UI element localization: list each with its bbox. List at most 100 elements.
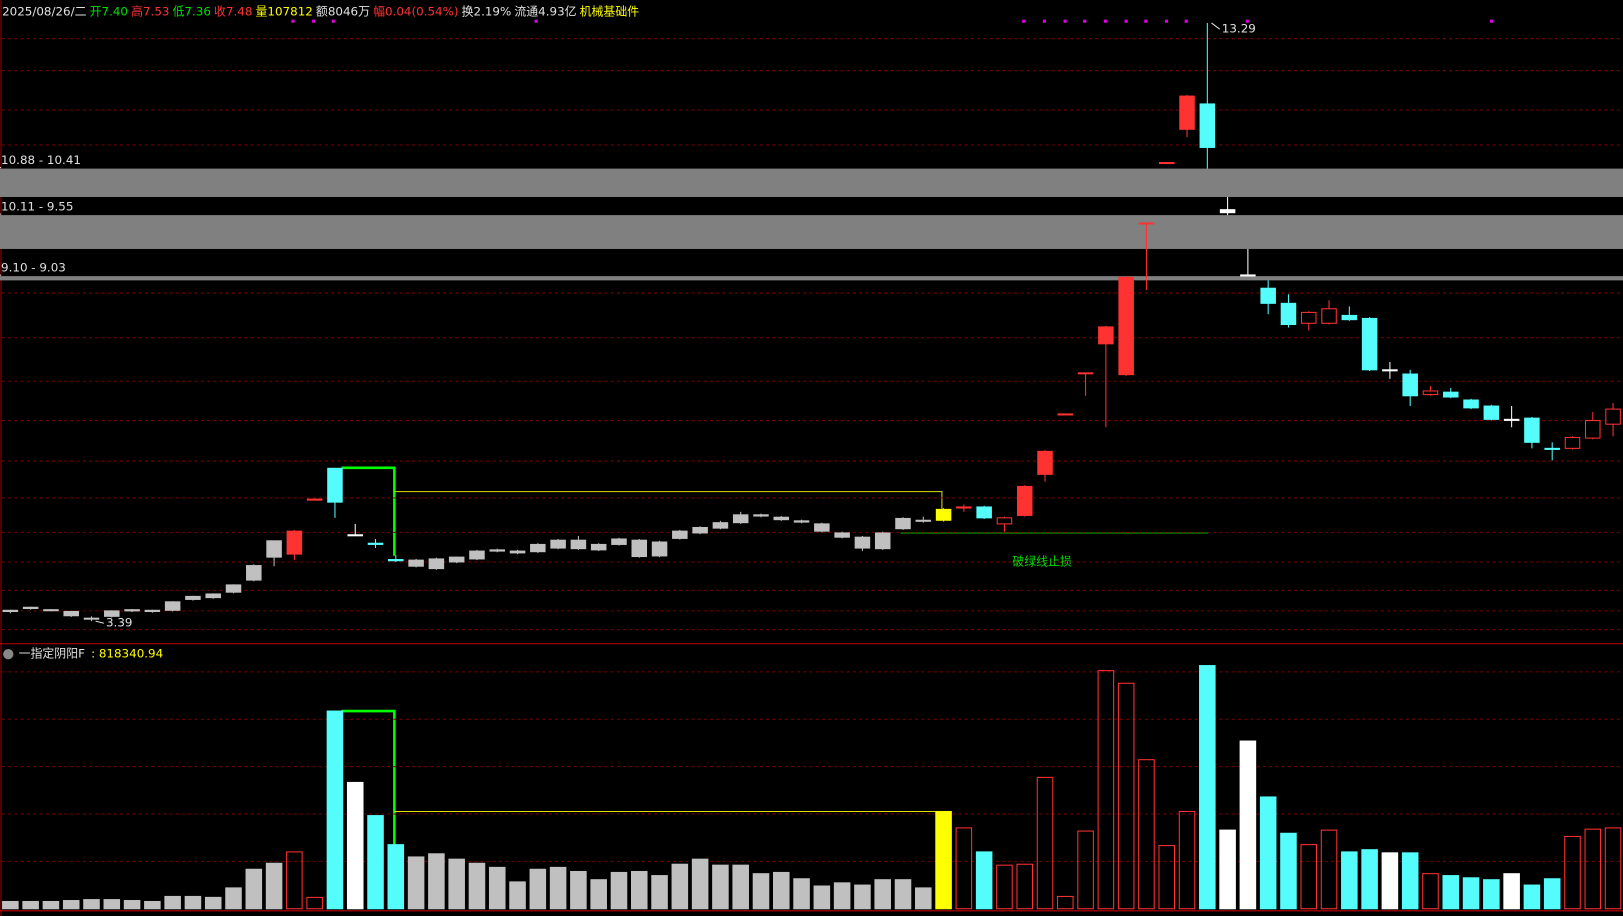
candle-body — [225, 584, 242, 593]
candle-body — [246, 565, 262, 581]
candle-body — [205, 593, 221, 599]
candle-body — [915, 519, 932, 522]
gap-box — [0, 215, 1623, 249]
header-item: 额8046万 — [316, 4, 370, 18]
candle-body — [611, 538, 627, 545]
volume-bar — [671, 863, 689, 910]
volume-bar — [1199, 665, 1216, 910]
annotation-pointer — [95, 620, 105, 624]
gap-box — [0, 276, 1623, 281]
volume-bar — [1543, 878, 1561, 910]
candle-body — [1037, 450, 1053, 475]
candle-body — [327, 467, 343, 503]
candle-body — [874, 532, 891, 550]
candle-body — [286, 530, 303, 555]
candle-body — [1118, 276, 1134, 376]
volume-bar — [62, 900, 80, 910]
candle-body — [104, 610, 120, 617]
candle-body — [367, 542, 384, 545]
header-item: 换2.19% — [462, 4, 512, 18]
volume-bar — [42, 900, 60, 910]
volume-bar — [1503, 873, 1520, 910]
candle-body — [1544, 447, 1560, 450]
volume-bar — [225, 887, 242, 910]
candle-body — [793, 520, 810, 523]
candle-body — [1321, 308, 1337, 324]
candle-body — [1199, 103, 1216, 148]
candle-body — [1016, 485, 1033, 516]
signal-dot — [534, 19, 538, 23]
candle-body — [590, 543, 607, 551]
candle-body — [347, 534, 364, 537]
candle-body — [712, 522, 729, 529]
volume-bar — [1239, 740, 1257, 910]
header-item: 开7.40 — [90, 4, 128, 18]
candle-body — [1280, 302, 1297, 326]
volume-bar — [996, 864, 1013, 910]
candle-body — [43, 609, 59, 612]
volume-bar — [103, 899, 121, 910]
annotation-label: 3.39 — [106, 616, 132, 630]
signal-dot — [312, 19, 316, 23]
candle-body — [2, 609, 19, 613]
volume-bar — [894, 879, 912, 910]
volume-bar — [1381, 852, 1399, 910]
volume-bar — [164, 895, 181, 910]
signal-dot — [1245, 19, 1249, 23]
volume-bar — [448, 858, 465, 910]
candle-body — [509, 550, 526, 554]
candle-body — [185, 595, 201, 600]
candle-body — [570, 539, 587, 550]
candle-body — [1585, 420, 1601, 439]
candle-body — [1605, 408, 1621, 425]
volume-bar — [570, 870, 587, 910]
volume-bar — [1462, 877, 1480, 910]
volume-bar — [184, 895, 202, 910]
volume-bar — [346, 781, 364, 910]
volume-bar — [265, 862, 283, 910]
candle-body — [1098, 326, 1114, 345]
header: 2025/08/26/二 开7.40 高7.53 低7.36 收7.48 量107812 额… — [2, 4, 639, 18]
volume-bar — [1117, 682, 1135, 910]
candle-body — [1219, 209, 1236, 214]
green-bracket — [341, 466, 396, 556]
volume-bar — [245, 868, 263, 910]
volume-bar — [83, 899, 100, 910]
candle-body — [144, 609, 161, 613]
header-item: 流通4.93亿 — [514, 4, 576, 18]
header-item: 机械基础件 — [580, 4, 640, 18]
candle-body — [935, 508, 952, 521]
volume-bar — [610, 871, 628, 910]
volume-bar — [1564, 835, 1581, 910]
volume-bar — [22, 900, 39, 910]
volume-bar — [144, 900, 161, 910]
candle-body — [1158, 162, 1175, 165]
candle-body — [469, 550, 485, 560]
candle-body — [1503, 418, 1520, 421]
volume-bar — [1523, 884, 1541, 910]
annotation-label: 13.29 — [1222, 22, 1256, 36]
candle-body — [1077, 372, 1094, 375]
indicator-toggle[interactable] — [3, 648, 14, 660]
volume-bar — [955, 827, 973, 910]
candle-body — [408, 559, 424, 567]
green-bracket-volume — [341, 709, 396, 909]
volume-bar — [549, 866, 567, 910]
volume-bar — [1057, 895, 1074, 910]
volume-bar — [712, 864, 729, 910]
volume-bar — [428, 853, 445, 910]
volume-bar — [1320, 829, 1338, 910]
signal-dot — [1042, 19, 1046, 23]
volume-bar — [1259, 796, 1277, 910]
signal-dot — [1022, 19, 1026, 23]
header-item: 高7.53 — [131, 4, 169, 18]
volume-bar — [630, 870, 648, 910]
volume-bar — [1584, 828, 1602, 910]
volume-bar — [935, 810, 952, 910]
volume-bar — [1483, 879, 1500, 910]
volume-bar — [1138, 759, 1155, 910]
volume-bar — [1361, 849, 1378, 910]
